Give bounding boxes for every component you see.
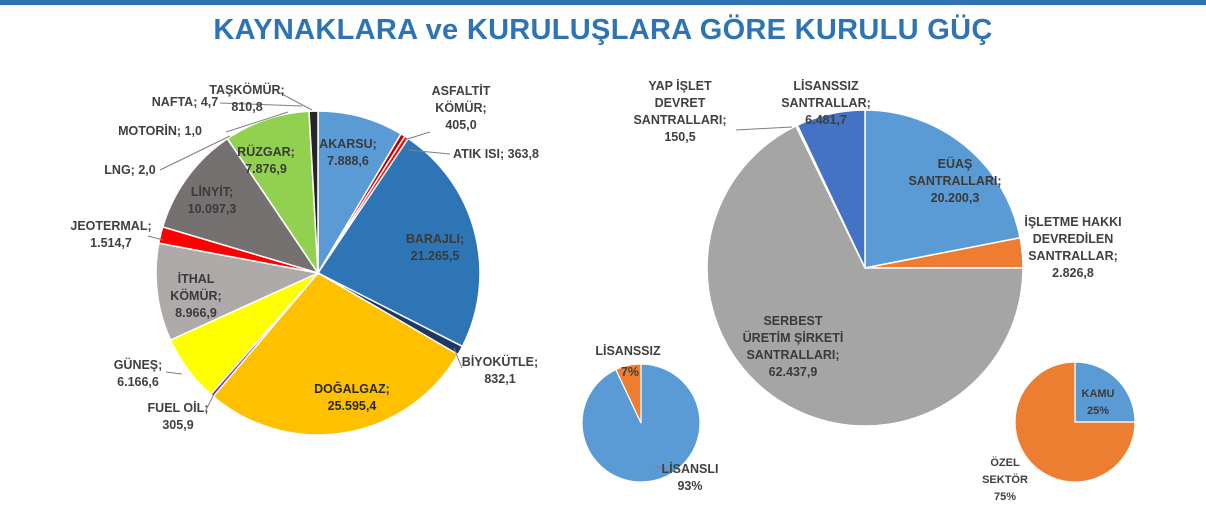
pie-slice-dogalgaz (212, 272, 460, 436)
data-label-linyit: LİNYİT; 10.097,3 (188, 184, 237, 216)
data-label-fuel-oil: FUEL OİL; 305,9 (148, 400, 209, 432)
pie-chart-sources: AKARSU; 7.888,6 ASFALTİT KÖMÜR; 405,0 ATIK IS… (70, 82, 539, 436)
leader-line-atik-isi (407, 149, 451, 155)
leader-line-asfaltit-komur (403, 131, 431, 141)
pie-slice-serbest-uretim-sirketi-santrallari (706, 124, 1024, 427)
leader-line-fuel-oil (205, 393, 215, 411)
data-label-taskomur: TAŞKÖMÜR; 810,8 (209, 82, 284, 114)
pie-slice-kamu (1074, 361, 1136, 423)
data-label-gunes: GÜNEŞ; 6.166,6 (114, 357, 163, 389)
pie-slice-akarsu (317, 110, 403, 276)
data-label-ozel-sektor: ÖZEL SEKTÖR 75% (982, 456, 1028, 503)
data-label-barajli: BARAJLI; 21.265,5 (406, 232, 464, 263)
leader-line-jeotermal (147, 235, 164, 241)
leader-line-taskomur (279, 92, 313, 111)
leader-line-lisansli (654, 465, 668, 471)
data-label-kamu: KAMU 25% (1082, 388, 1115, 417)
data-label-euas-santrallari: EÜAŞ SANTRALLARI; 20.200,3 (908, 156, 1001, 205)
leader-line-gunes (165, 371, 183, 375)
data-label-asfaltit-komur: ASFALTİT KÖMÜR; 405,0 (432, 83, 491, 132)
data-label-lisanssiz: LİSANSSIZ (595, 343, 661, 358)
pie-slice-lisanssiz-santrallar (796, 109, 866, 269)
leader-line-motorin (225, 111, 289, 133)
pie-slice-linyit (161, 137, 320, 275)
leader-line-yap-islet-devret-santrallari (735, 126, 793, 131)
data-label-lisanssiz-santrallar: LİSANSSIZ SANTRALLAR; 6.481,7 (781, 78, 871, 127)
pie-slice-ruzgar (226, 110, 319, 276)
pie-slice-barajli (316, 137, 481, 348)
data-label-nafta: NAFTA; 4,7 (152, 95, 218, 109)
leader-line-lng (159, 135, 231, 171)
pie-chart-ownership: KAMU 25% ÖZEL SEKTÖR 75% (982, 361, 1136, 503)
leader-line-biyokutle (453, 347, 463, 369)
data-label-lisansli: LİSANSLI 93% (662, 461, 719, 493)
pie-chart-license: LİSANSLI 93% LİSANSSIZ 7% (581, 343, 719, 493)
data-label-lng: LNG; 2,0 (104, 163, 155, 177)
data-label-atik-isi: ATIK ISI; 363,8 (453, 147, 539, 161)
data-label-motorin: MOTORİN; 1,0 (118, 123, 202, 138)
data-label-ithal-komur: İTHAL KÖMÜR; 8.966,9 (170, 271, 221, 320)
data-label-akarsu: AKARSU; 7.888,6 (319, 137, 377, 168)
data-label-ruzgar: RÜZGAR; 7.876,9 (237, 144, 295, 176)
data-label-yap-islet-devret-santrallari: YAP İŞLET DEVRET SANTRALLARI; 150,5 (633, 78, 726, 144)
data-label-dogalgaz: DOĞALGAZ; 25.595,4 (314, 381, 390, 413)
top-rule (0, 0, 1206, 5)
data-label-jeotermal: JEOTERMAL; 1.514,7 (70, 219, 151, 250)
data-value-lisanssiz: 7% (621, 365, 639, 379)
leader-line-nafta (219, 102, 303, 107)
pie-slice-ozel-sektor (1014, 361, 1136, 483)
data-label-isletme-hakki-devredilen-santrallar: İŞLETME HAKKI DEVREDİLEN SANTRALLAR; 2.826,… (1024, 214, 1121, 280)
pie-slice-lisanssiz (615, 363, 642, 424)
data-label-serbest-uretim-sirketi-santrallari: SERBEST ÜRETİM ŞİRKETİ SANTRALLARI; 62.437,… (743, 314, 844, 379)
data-label-biyokutle: BİYOKÜTLE; 832,1 (462, 354, 538, 386)
pie-slice-euas-santrallari (864, 109, 1021, 269)
pie-chart-organizations: EÜAŞ SANTRALLARI; 20.200,3 İŞLETME HAKKI DEV… (633, 78, 1122, 427)
pie-slice-taskomur (308, 110, 319, 274)
page-title: KAYNAKLARA ve KURULUŞLARA GÖRE KURULU GÜ… (213, 14, 993, 46)
pie-slice-ithal-komur (155, 242, 321, 341)
